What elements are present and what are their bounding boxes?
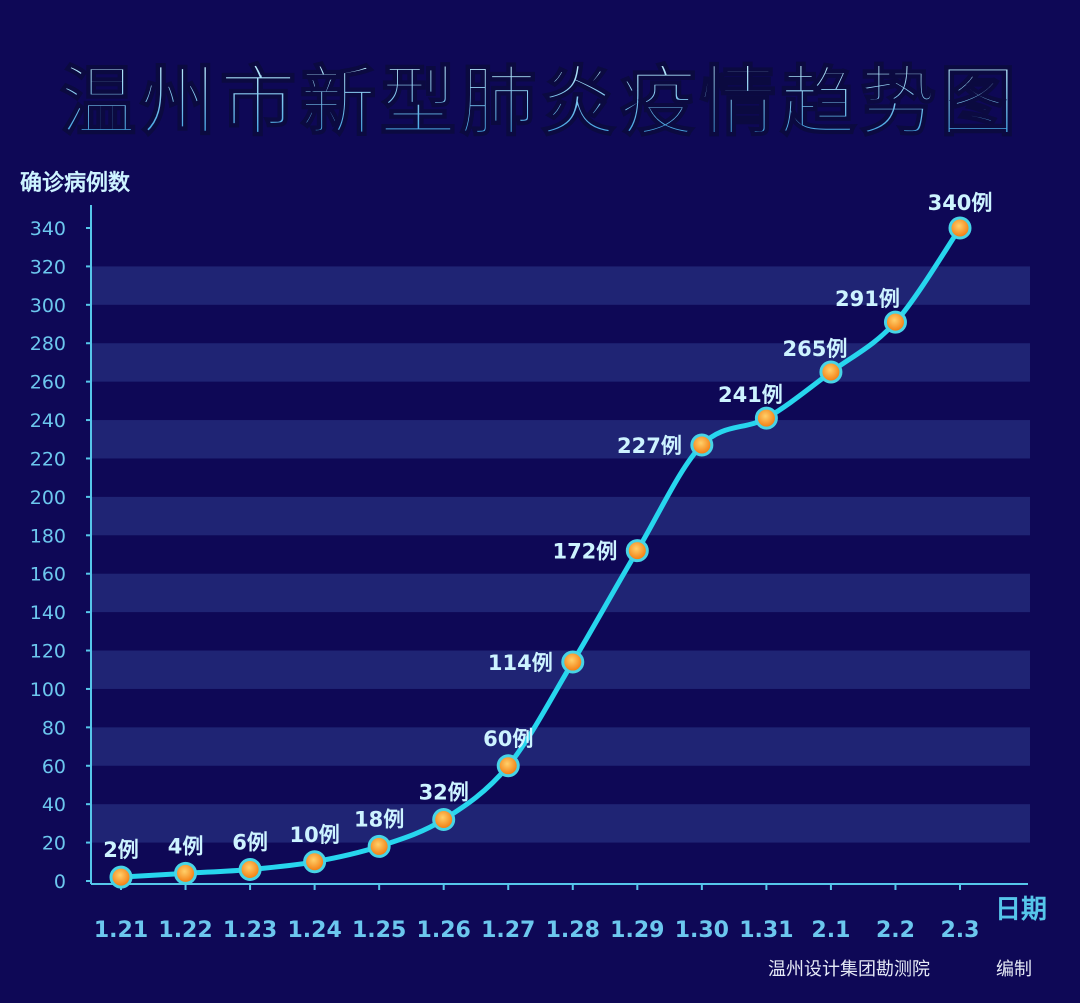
y-tick-label: 0 [54, 871, 66, 893]
data-label: 265例 [783, 337, 848, 361]
y-tick-label: 160 [30, 564, 66, 586]
data-point [174, 861, 198, 885]
grid-band [91, 496, 1030, 536]
y-tick-label: 320 [30, 256, 66, 278]
y-tick-label: 180 [30, 525, 66, 547]
y-tick-label: 100 [30, 679, 66, 701]
data-label: 10例 [289, 823, 339, 847]
data-point [690, 433, 714, 457]
data-label: 60例 [483, 727, 533, 751]
data-point [496, 754, 520, 778]
y-tick-label: 20 [42, 833, 66, 855]
data-label: 18例 [354, 807, 404, 831]
grid-band [91, 266, 1030, 305]
x-tick-label: 1.21 [94, 918, 148, 943]
y-tick-label: 240 [30, 410, 66, 432]
data-point [819, 360, 843, 384]
x-axis-label: 日期 [995, 895, 1047, 925]
x-tick-label: 1.25 [352, 918, 406, 943]
x-tick-label: 2.2 [876, 918, 915, 943]
data-label: 291例 [835, 287, 900, 311]
y-tick-label: 280 [30, 333, 66, 355]
data-point [109, 865, 133, 889]
data-point [625, 539, 649, 563]
data-point [303, 850, 327, 874]
chart-title: 温州市新型肺炎疫情趋势图 [60, 57, 1020, 146]
grid-band [91, 727, 1030, 766]
x-tick-label: 1.28 [546, 918, 600, 943]
y-tick-label: 340 [30, 218, 66, 240]
x-tick-label: 1.31 [739, 918, 793, 943]
x-tick-label: 1.22 [158, 918, 212, 943]
source-suffix: 编制 [996, 959, 1032, 980]
x-tick-label: 1.27 [481, 918, 535, 943]
data-label: 32例 [419, 781, 469, 805]
y-tick-label: 80 [42, 717, 66, 739]
data-label: 2例 [103, 838, 139, 862]
y-tick-label: 140 [30, 602, 66, 624]
data-label: 340例 [928, 191, 993, 215]
grid-band [91, 420, 1030, 459]
data-label: 4例 [168, 834, 204, 858]
x-tick-label: 1.29 [610, 918, 664, 943]
x-tick-label: 1.30 [675, 918, 729, 943]
x-tick-label: 1.24 [287, 918, 341, 943]
data-point [754, 406, 778, 430]
data-point [432, 808, 456, 832]
grid-band [91, 343, 1030, 382]
data-point [561, 650, 585, 674]
data-label: 227例 [617, 434, 682, 458]
data-label: 114例 [488, 651, 553, 675]
chart-axes [90, 205, 1028, 885]
y-tick-label: 300 [30, 295, 66, 317]
x-tick-label: 1.26 [417, 918, 471, 943]
grid-band [91, 804, 1030, 843]
y-tick-label: 40 [42, 794, 66, 816]
data-label: 172例 [552, 540, 617, 564]
data-point [367, 834, 391, 858]
data-point [948, 216, 972, 240]
y-tick-label: 60 [42, 756, 66, 778]
y-tick-label: 200 [30, 487, 66, 509]
data-point [883, 310, 907, 334]
grid-bands [91, 266, 1030, 843]
y-tick-labels: 0 20 40 60 80 100 120 140 160 180 200 220 240 260 280 3… [30, 218, 91, 893]
data-label: 6例 [232, 830, 268, 854]
x-tick-label: 1.23 [223, 918, 277, 943]
data-points [109, 216, 972, 889]
y-tick-label: 220 [30, 448, 66, 470]
x-tick-label: 2.1 [811, 918, 850, 943]
y-axis-label: 确诊病例数 [20, 170, 131, 196]
data-label: 241例 [718, 383, 783, 407]
y-tick-label: 120 [30, 641, 66, 663]
x-tick-labels: 1.21 1.22 1.23 1.24 1.25 1.26 1.27 1.28 1.29 1.30… [94, 884, 980, 943]
source-credit: 温州设计集团勘测院 [768, 959, 930, 980]
y-tick-label: 260 [30, 372, 66, 394]
x-tick-label: 2.3 [941, 918, 980, 943]
data-point [238, 857, 262, 881]
grid-band [91, 573, 1030, 613]
